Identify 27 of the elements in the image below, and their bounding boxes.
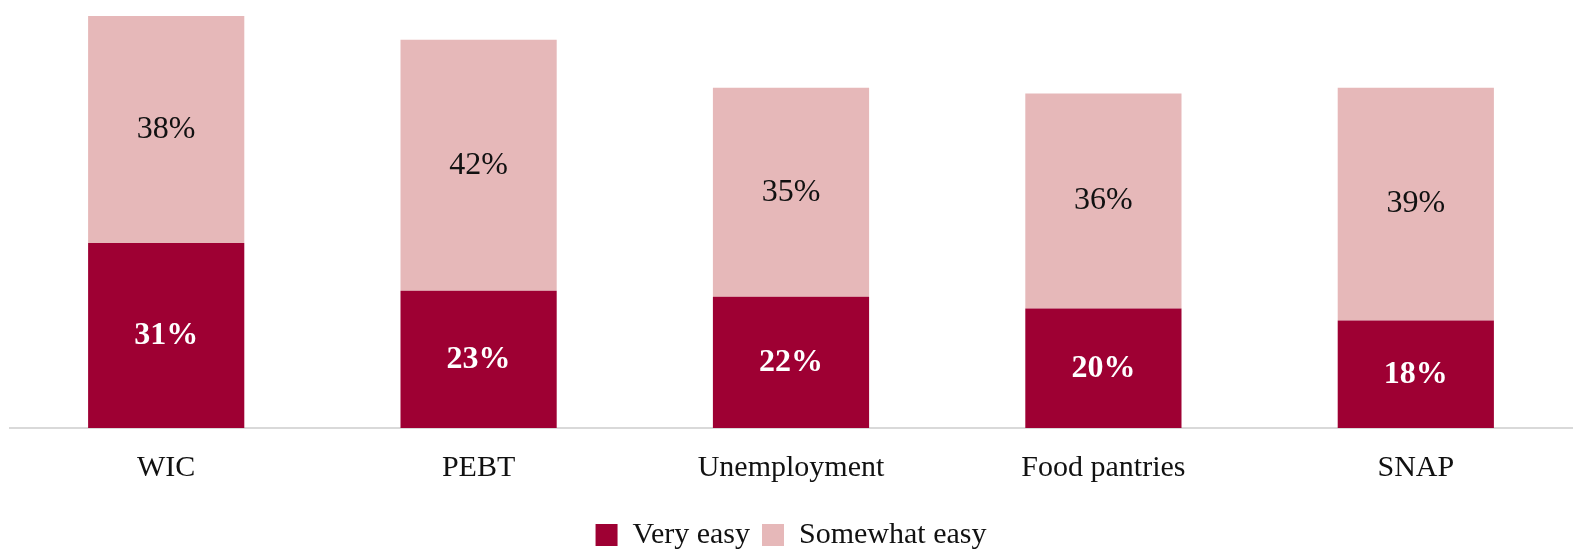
x-tick-label: Unemployment <box>697 448 885 482</box>
data-label: 38% <box>136 108 196 145</box>
data-label: 18% <box>1383 353 1448 390</box>
data-label: 35% <box>761 171 821 208</box>
bar <box>400 39 557 291</box>
bar <box>88 15 245 243</box>
data-label: 23% <box>446 338 511 375</box>
legend-label: Very easy <box>632 515 750 549</box>
x-tick-label: WIC <box>137 448 196 482</box>
bar <box>1337 87 1494 321</box>
data-label: 42% <box>449 144 508 181</box>
bar <box>1025 308 1182 428</box>
legend-label: Somewhat easy <box>799 515 987 549</box>
x-tick-label: SNAP <box>1377 448 1455 482</box>
bar <box>400 290 557 428</box>
data-label: 22% <box>759 341 823 378</box>
data-label: 31% <box>134 314 199 351</box>
bar <box>88 242 245 428</box>
x-tick-label: Food pantries <box>1021 448 1186 482</box>
x-tick-label: PEBT <box>441 448 516 482</box>
data-label: 36% <box>1074 180 1133 217</box>
bar <box>712 87 870 297</box>
bar <box>1337 320 1494 428</box>
data-label: 20% <box>1071 347 1136 384</box>
bar <box>712 296 870 428</box>
data-label: 39% <box>1386 183 1446 220</box>
bar <box>1025 93 1182 309</box>
